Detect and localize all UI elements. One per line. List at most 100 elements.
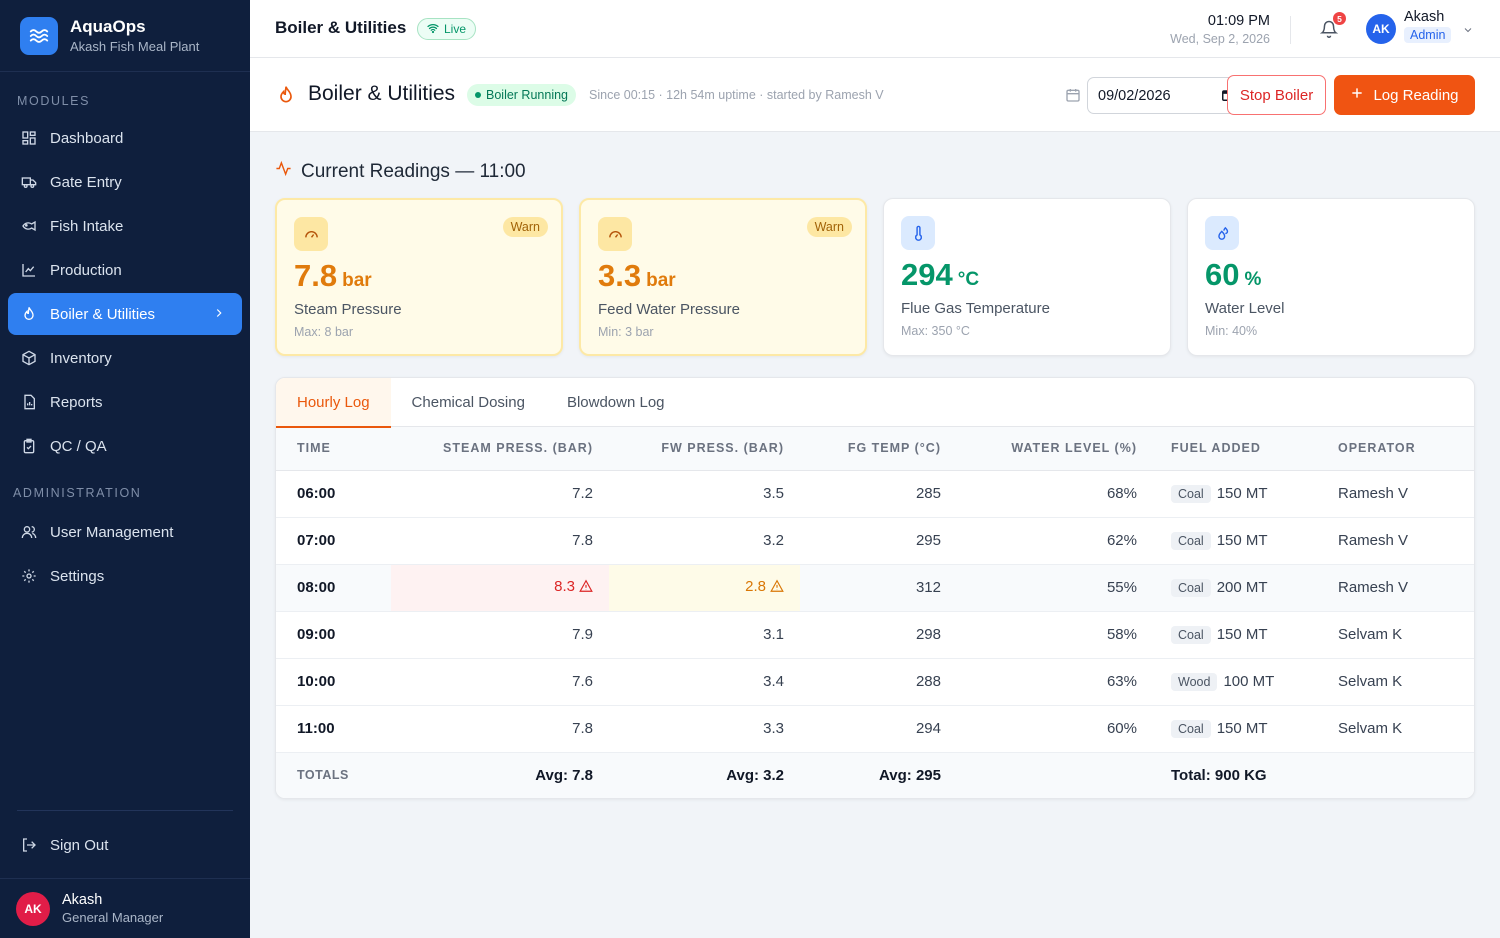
role-badge: Admin bbox=[1404, 27, 1452, 43]
bell-icon[interactable] bbox=[1319, 20, 1339, 43]
steam-cell: 7.6 bbox=[391, 658, 609, 706]
tab-hourly-log[interactable]: Hourly Log bbox=[276, 378, 391, 428]
topbar-divider bbox=[1290, 16, 1291, 44]
fw-avg: Avg: 3.2 bbox=[609, 751, 800, 798]
topbar-user-name: Akash bbox=[1404, 9, 1445, 25]
warning-triangle-icon bbox=[579, 579, 593, 597]
sidebar-item-fish-intake[interactable]: Fish Intake bbox=[8, 205, 242, 247]
status-label: Boiler Running bbox=[486, 88, 568, 102]
sidebar-item-user-management[interactable]: User Management bbox=[8, 511, 242, 553]
steam-cell: 7.2 bbox=[391, 470, 609, 518]
time-cell: 07:00 bbox=[276, 517, 391, 565]
wl-cell: 55% bbox=[957, 564, 1153, 612]
fuel-cell: Coal 150 MT bbox=[1153, 705, 1328, 753]
fw-value: 2.8 bbox=[745, 578, 766, 595]
totals-row: TOTALS Avg: 7.8 Avg: 3.2 Avg: 295 Total:… bbox=[276, 751, 1474, 798]
waves-logo-icon bbox=[20, 16, 58, 55]
plus-icon bbox=[1350, 86, 1364, 104]
user-name: Akash bbox=[62, 892, 103, 908]
status-badge: Boiler Running bbox=[467, 84, 576, 106]
operator-cell: Ramesh V bbox=[1328, 564, 1474, 612]
operator-total bbox=[1328, 751, 1474, 798]
fuel-cell: Wood 100 MT bbox=[1153, 658, 1328, 706]
brand[interactable]: AquaOps Akash Fish Meal Plant bbox=[0, 0, 250, 72]
column-header[interactable]: FW PRESS. (BAR) bbox=[609, 427, 800, 471]
fuel-type-chip: Coal bbox=[1171, 531, 1211, 550]
fg-cell: 285 bbox=[800, 470, 957, 518]
status-dot bbox=[475, 92, 481, 98]
fuel-type-chip: Wood bbox=[1171, 672, 1218, 691]
column-header[interactable]: STEAM PRESS. (BAR) bbox=[391, 427, 609, 471]
sidebar-item-label: Settings bbox=[50, 567, 105, 585]
time-cell: 09:00 bbox=[276, 611, 391, 659]
sidebar-item-inventory[interactable]: Inventory bbox=[8, 337, 242, 379]
fish-icon bbox=[21, 218, 37, 234]
column-header[interactable]: WATER LEVEL (%) bbox=[957, 427, 1153, 471]
chevron-down-icon[interactable] bbox=[1462, 23, 1474, 41]
section-heading: Current Readings — 11:00 bbox=[275, 160, 526, 183]
live-badge: Live bbox=[417, 18, 477, 40]
dashboard-icon bbox=[21, 130, 37, 146]
steam-value: 8.3 bbox=[554, 578, 575, 595]
sidebar-item-label: Reports bbox=[50, 393, 103, 411]
column-header[interactable]: FUEL ADDED bbox=[1153, 427, 1328, 471]
reading-unit: bar bbox=[342, 270, 372, 291]
live-label: Live bbox=[444, 22, 467, 36]
brand-name: AquaOps bbox=[70, 17, 146, 36]
tab-chemical-dosing[interactable]: Chemical Dosing bbox=[411, 394, 525, 411]
sidebar-item-label: Inventory bbox=[50, 349, 112, 367]
tab-blowdown-log[interactable]: Blowdown Log bbox=[566, 394, 665, 411]
sidebar-item-reports[interactable]: Reports bbox=[8, 381, 242, 423]
page-header: Boiler & Utilities Boiler Running Since … bbox=[250, 58, 1500, 132]
operator-cell: Selvam K bbox=[1328, 705, 1474, 753]
sidebar-item-dashboard[interactable]: Dashboard bbox=[8, 117, 242, 159]
operator-cell: Selvam K bbox=[1328, 611, 1474, 659]
operator-cell: Selvam K bbox=[1328, 658, 1474, 706]
column-header[interactable]: FG TEMP (°C) bbox=[800, 427, 957, 471]
table-row[interactable]: 11:00 7.8 3.3 294 60% Coal 150 MT Selvam … bbox=[276, 705, 1474, 753]
sidebar-item-qc-qa[interactable]: QC / QA bbox=[8, 425, 242, 467]
sign-out-button[interactable]: Sign Out bbox=[8, 824, 242, 866]
log-reading-button[interactable]: Log Reading bbox=[1334, 75, 1475, 115]
topbar-user[interactable]: Akash Admin bbox=[1404, 9, 1452, 44]
sidebar-user-profile[interactable]: AK Akash General Manager bbox=[0, 878, 250, 938]
topbar-title: Boiler & Utilities bbox=[275, 18, 407, 37]
users-icon bbox=[21, 524, 37, 540]
date-input[interactable]: 09/02/2026 bbox=[1087, 77, 1247, 114]
table-row[interactable]: 07:00 7.8 3.2 295 62% Coal 150 MT Ramesh … bbox=[276, 517, 1474, 565]
column-header[interactable]: TIME bbox=[276, 427, 391, 471]
column-header[interactable]: OPERATOR bbox=[1328, 427, 1474, 471]
operator-cell: Ramesh V bbox=[1328, 470, 1474, 518]
table-row[interactable]: 08:00 8.3 2.8 312 55% Coal 200 MT Ramesh … bbox=[276, 564, 1474, 612]
fuel-type-chip: Coal bbox=[1171, 578, 1211, 597]
sidebar-item-label: Production bbox=[50, 261, 122, 279]
sidebar-item-boiler-utilities[interactable]: Boiler & Utilities bbox=[8, 293, 242, 335]
fuel-cell: Coal 150 MT bbox=[1153, 611, 1328, 659]
table-row[interactable]: 06:00 7.2 3.5 285 68% Coal 150 MT Ramesh … bbox=[276, 470, 1474, 518]
sidebar-item-gate-entry[interactable]: Gate Entry bbox=[8, 161, 242, 203]
table-row[interactable]: 10:00 7.6 3.4 288 63% Wood 100 MT Selvam … bbox=[276, 658, 1474, 706]
reading-value: 60 bbox=[1205, 257, 1240, 292]
reading-value: 7.8 bbox=[294, 258, 338, 293]
notification-count-badge: 5 bbox=[1333, 12, 1346, 25]
fw-cell: 3.5 bbox=[609, 470, 800, 518]
steam-cell: 7.9 bbox=[391, 611, 609, 659]
time-cell: 06:00 bbox=[276, 470, 391, 518]
date-value: 09/02/2026 bbox=[1098, 87, 1171, 104]
warn-badge: Warn bbox=[502, 217, 548, 237]
table-row[interactable]: 09:00 7.9 3.1 298 58% Coal 150 MT Selvam … bbox=[276, 611, 1474, 659]
gear-icon bbox=[21, 568, 37, 584]
sidebar-divider bbox=[17, 810, 233, 811]
fw-cell: 3.2 bbox=[609, 517, 800, 565]
reading-label: Steam Pressure bbox=[294, 301, 402, 318]
wl-cell: 58% bbox=[957, 611, 1153, 659]
avatar[interactable]: AK bbox=[1366, 14, 1396, 44]
stop-boiler-button[interactable]: Stop Boiler bbox=[1227, 75, 1326, 115]
sidebar-item-settings[interactable]: Settings bbox=[8, 555, 242, 597]
fuel-type-chip: Coal bbox=[1171, 484, 1211, 503]
reading-card-water-level: 60% Water Level Min: 40% bbox=[1187, 198, 1475, 356]
reading-limit: Min: 40% bbox=[1205, 324, 1258, 338]
sidebar-item-production[interactable]: Production bbox=[8, 249, 242, 291]
fw-cell-alert: 2.8 bbox=[609, 564, 800, 612]
reading-label: Flue Gas Temperature bbox=[901, 300, 1050, 317]
